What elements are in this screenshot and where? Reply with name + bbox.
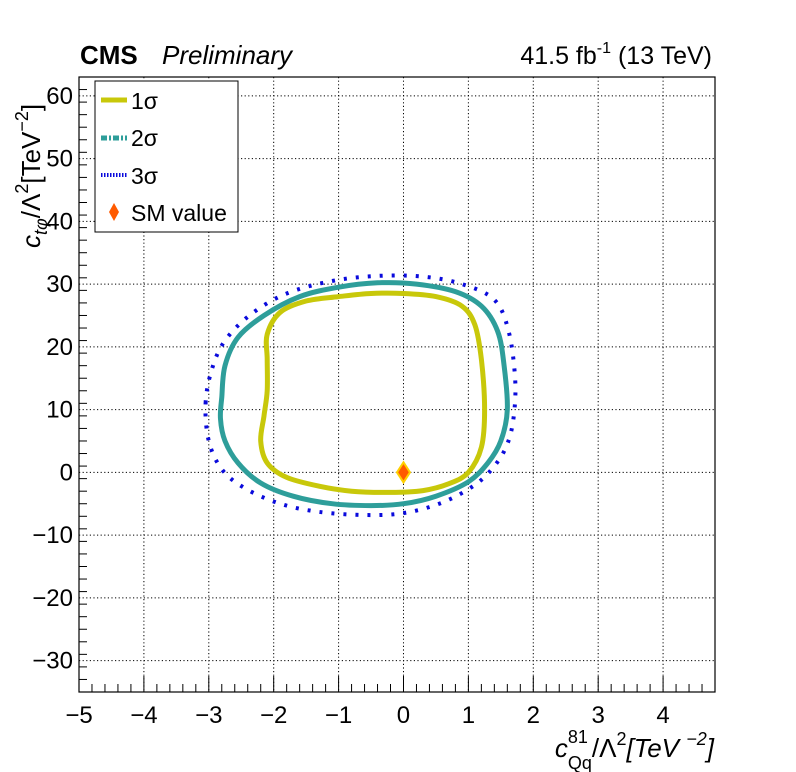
- y-tick-label: −10: [32, 522, 73, 549]
- legend-label-3sigma: 3σ: [131, 163, 158, 189]
- x-tick-label: −2: [260, 702, 287, 729]
- legend-label-1sigma: 1σ: [131, 88, 158, 114]
- status-label: Preliminary: [162, 40, 294, 70]
- sm-value-point: [395, 460, 412, 485]
- legend-swatch-sm: [109, 203, 119, 221]
- y-tick-label: 30: [46, 271, 73, 298]
- legend-box: [94, 80, 239, 233]
- x-tick-label: 4: [656, 702, 669, 729]
- x-tick-label: 2: [527, 702, 540, 729]
- x-tick-label: −3: [195, 702, 222, 729]
- y-axis-title: ctφ/Λ2[TeV−2]: [12, 104, 51, 248]
- y-tick-label: −30: [32, 648, 73, 675]
- grid-lines: [78, 77, 715, 692]
- y-tick-label: 20: [46, 334, 73, 361]
- contour-3sigma: [203, 273, 518, 518]
- axis-ticks: [78, 76, 716, 693]
- luminosity-label: 41.5 fb-1 (13 TeV): [520, 40, 712, 70]
- x-tick-label: 0: [397, 702, 410, 729]
- y-tick-label: 50: [46, 146, 73, 173]
- x-tick-label: −1: [325, 702, 352, 729]
- y-tick-label: 0: [60, 459, 73, 486]
- plot-frame: [78, 76, 716, 693]
- y-tick-label: 10: [46, 397, 73, 424]
- x-axis-title: c81 Qq/Λ2[TeV −2]: [555, 727, 715, 772]
- contours: [203, 273, 518, 518]
- x-tick-label: −4: [130, 702, 157, 729]
- experiment-label: CMS: [80, 40, 138, 70]
- contour-2sigma: [217, 280, 510, 509]
- x-tick-label: 3: [592, 702, 605, 729]
- y-tick-label: 40: [46, 208, 73, 235]
- contour-1sigma: [258, 290, 488, 495]
- x-tick-label: 1: [462, 702, 475, 729]
- sm-value-marker: [395, 460, 412, 485]
- x-tick-label: −5: [65, 702, 92, 729]
- y-tick-label: 60: [46, 83, 73, 110]
- y-tick-label: −20: [32, 585, 73, 612]
- legend-label-sm: SM value: [131, 200, 227, 226]
- legend-label-2sigma: 2σ: [131, 125, 158, 151]
- legend: 1σ 2σ 3σ SM value: [94, 80, 239, 233]
